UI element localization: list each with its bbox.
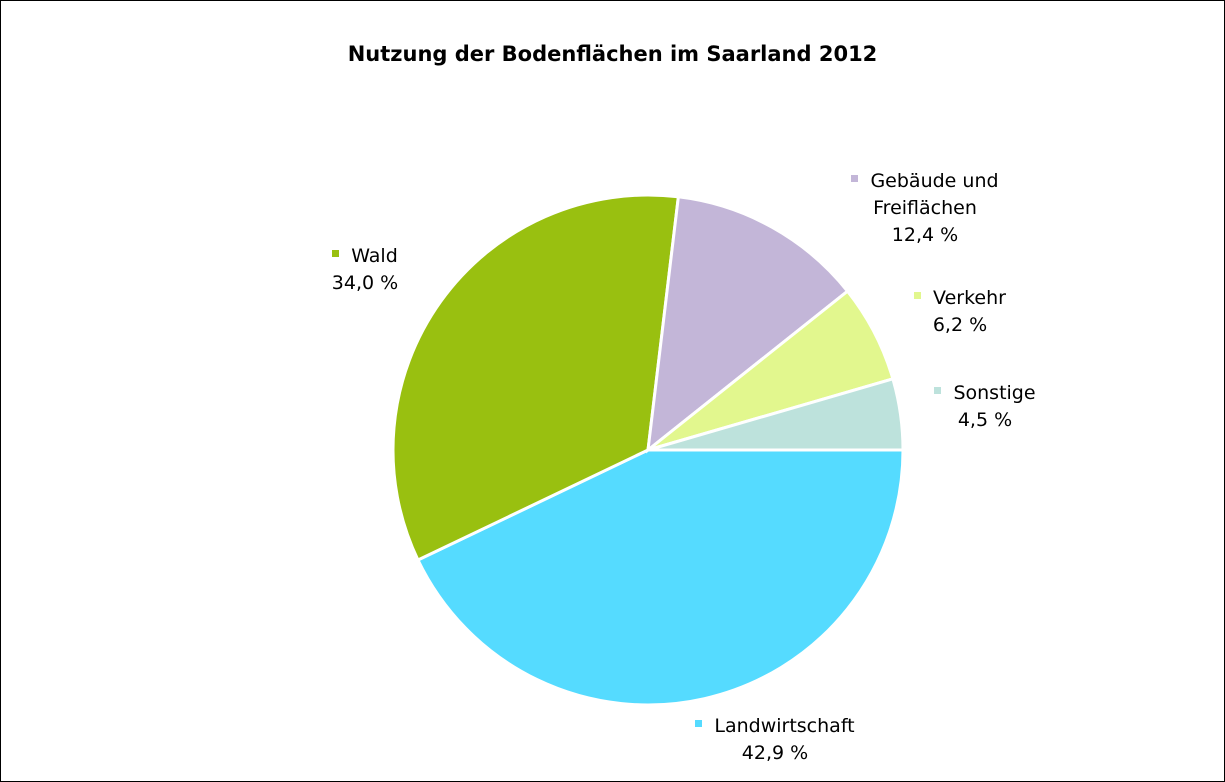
legend-marker xyxy=(914,292,922,299)
category-label: Landwirtschaft xyxy=(714,715,855,737)
slice-label: Sonstige 4,5 % xyxy=(910,380,1060,434)
category-label: Gebäude und Freiflächen xyxy=(870,170,999,219)
pie-slice xyxy=(415,448,905,707)
category-label: Sonstige xyxy=(953,382,1036,404)
legend-marker xyxy=(934,387,942,394)
legend-marker xyxy=(332,250,340,257)
value-label: 34,0 % xyxy=(331,272,399,294)
value-label: 6,2 % xyxy=(932,314,988,336)
value-label: 42,9 % xyxy=(741,742,809,764)
slice-label: Gebäude und Freiflächen 12,4 % xyxy=(820,168,1030,249)
slice-label: Verkehr 6,2 % xyxy=(880,285,1040,339)
value-label: 4,5 % xyxy=(957,409,1013,431)
slice-label: Wald 34,0 % xyxy=(300,243,430,297)
legend-marker xyxy=(851,175,859,182)
legend-marker xyxy=(695,720,703,727)
pie-slice xyxy=(391,193,681,563)
pie-slice xyxy=(646,195,850,454)
value-label: 12,4 % xyxy=(891,224,959,246)
slice-label: Landwirtschaft 42,9 % xyxy=(690,713,860,767)
pie-slice xyxy=(647,376,905,452)
category-label: Verkehr xyxy=(933,287,1006,309)
category-label: Wald xyxy=(351,245,398,267)
chart-title: Nutzung der Bodenflächen im Saarland 201… xyxy=(347,42,878,66)
